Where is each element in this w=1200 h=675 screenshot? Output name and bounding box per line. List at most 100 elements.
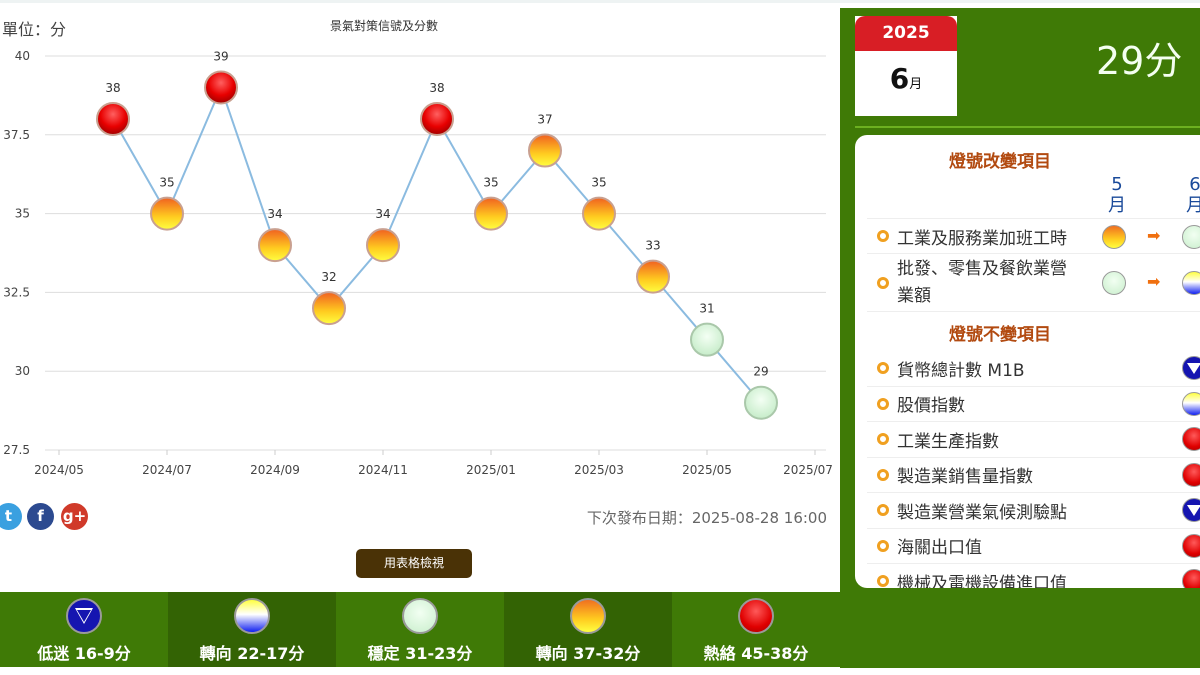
data-label: 38 (429, 81, 444, 95)
data-label: 29 (753, 365, 768, 379)
y-tick-label: 30 (15, 364, 30, 378)
chart-title: 景氣對策信號及分數 (330, 19, 439, 33)
yellow-blue-signal-icon (234, 598, 270, 634)
item-label: 機械及電機設備進口值 (897, 573, 1067, 588)
top-border (0, 0, 1200, 3)
data-point-yellow-red-signal (150, 196, 184, 231)
item-label: 工業及服務業加班工時 (897, 228, 1067, 249)
bullet-icon (877, 230, 889, 242)
data-point-green-signal (690, 322, 724, 357)
red-signal-icon (738, 598, 774, 634)
y-tick-label: 37.5 (3, 128, 30, 142)
data-label: 35 (591, 176, 606, 190)
y-tick-label: 35 (15, 207, 30, 221)
data-label: 38 (105, 81, 120, 95)
data-point-yellow-red-signal (366, 228, 400, 263)
red-signal-icon (1182, 569, 1200, 588)
yellow-red-signal-icon (1102, 225, 1126, 249)
item-label: 製造業營業氣候測驗點 (897, 502, 1067, 523)
item-label: 批發、零售及餐飲業營業額 (897, 258, 1067, 306)
twitter-icon[interactable]: t (0, 503, 22, 530)
unchanged-item[interactable]: 海關出口值 (867, 529, 1200, 564)
yellow-blue-signal-icon (1182, 391, 1200, 416)
item-label: 海關出口值 (897, 538, 982, 559)
bullet-icon (877, 504, 889, 517)
item-label: 工業生產指數 (897, 431, 999, 452)
unchanged-item[interactable]: 股價指數 (867, 387, 1200, 422)
changed-item[interactable]: 批發、零售及餐飲業營業額 ➡ (867, 254, 1200, 312)
red-signal-icon (1182, 427, 1200, 451)
green-signal-icon (402, 598, 438, 634)
data-point-yellow-red-signal (312, 291, 346, 326)
unchanged-title: 燈號不變項目 (949, 325, 1051, 345)
x-tick-label: 2024/07 (142, 463, 192, 477)
table-view-button[interactable]: 用表格檢視 (356, 549, 472, 578)
green-signal-icon (1102, 271, 1126, 295)
legend-label: 穩定 31-23分 (367, 644, 473, 663)
legend-item-yellow-blue: 轉向 22-17分 (168, 592, 336, 667)
bullet-icon (877, 362, 889, 375)
unit-label: 單位：分 (2, 20, 67, 39)
facebook-icon[interactable]: f (27, 503, 54, 530)
bullet-icon (877, 433, 889, 446)
x-tick-label: 2025/01 (466, 463, 516, 477)
bullet-icon (877, 468, 889, 481)
y-tick-label: 40 (15, 49, 30, 63)
legend-label: 轉向 37-32分 (535, 644, 641, 663)
bullet-icon (877, 539, 889, 552)
prev-month-char: 月 (1108, 195, 1126, 216)
data-point-green-signal (744, 385, 778, 420)
data-label: 39 (213, 50, 228, 64)
unchanged-item[interactable]: 工業生產指數 (867, 422, 1200, 458)
y-tick-label: 32.5 (3, 285, 30, 299)
bullet-icon (877, 397, 889, 410)
data-label: 33 (645, 239, 660, 253)
data-point-yellow-red-signal (582, 196, 616, 231)
score-line-chart: 40 37.5 35 32.5 30 27.5 2024/05 2024/07 2024/09 2… (3, 49, 833, 477)
unchanged-item[interactable]: 機械及電機設備進口值 (867, 564, 1200, 588)
item-label: 股價指數 (897, 396, 965, 417)
changed-item[interactable]: 工業及服務業加班工時 ➡ (867, 218, 1200, 254)
unchanged-item[interactable]: 製造業銷售量指數 (867, 458, 1200, 493)
data-point-yellow-red-signal (474, 196, 508, 231)
prev-month-number: 5 (1111, 174, 1123, 195)
legend-item-yellow-red: 轉向 37-32分 (504, 592, 672, 667)
unchanged-item[interactable]: 貨幣總計數 M1B (867, 351, 1200, 387)
legend-label: 轉向 22-17分 (199, 644, 305, 663)
red-signal-icon (1182, 533, 1200, 558)
y-tick-label: 27.5 (3, 443, 30, 457)
data-point-yellow-red-signal (528, 133, 562, 168)
bullet-icon (877, 276, 889, 289)
yellow-red-signal-icon (570, 598, 606, 634)
legend-item-green: 穩定 31-23分 (336, 592, 504, 667)
calendar-year: 2025 (855, 16, 957, 51)
cur-month-char: 月 (1186, 195, 1200, 216)
current-score: 29分 (1096, 39, 1183, 83)
x-tick-label: 2025/05 (682, 463, 732, 477)
x-tick-label: 2024/09 (250, 463, 300, 477)
yellow-blue-signal-icon (1182, 271, 1200, 295)
x-tick-label: 2024/05 (34, 463, 84, 477)
legend-item-red: 熱絡 45-38分 (672, 592, 840, 667)
data-label: 35 (483, 176, 498, 190)
signal-legend: 低迷 16-9分 轉向 22-17分 穩定 31-23分 轉向 37-32分 熱… (0, 592, 840, 667)
divider (855, 126, 1200, 128)
item-label: 貨幣總計數 M1B (897, 360, 1025, 381)
bullet-icon (877, 575, 889, 588)
arrow-right-icon: ➡ (1147, 272, 1161, 291)
data-label: 37 (537, 113, 552, 127)
data-label: 35 (159, 176, 174, 190)
next-release-date: 下次發布日期：2025-08-28 16:00 (586, 509, 827, 527)
red-signal-icon (1182, 462, 1200, 487)
data-point-yellow-red-signal (636, 259, 670, 294)
google-plus-icon[interactable]: g+ (61, 503, 88, 530)
blue-signal-icon (1182, 356, 1200, 380)
data-point-yellow-red-signal (258, 228, 292, 263)
x-tick-label: 2024/11 (358, 463, 408, 477)
unchanged-item[interactable]: 製造業營業氣候測驗點 (867, 493, 1200, 529)
data-point-red-signal (96, 102, 130, 137)
